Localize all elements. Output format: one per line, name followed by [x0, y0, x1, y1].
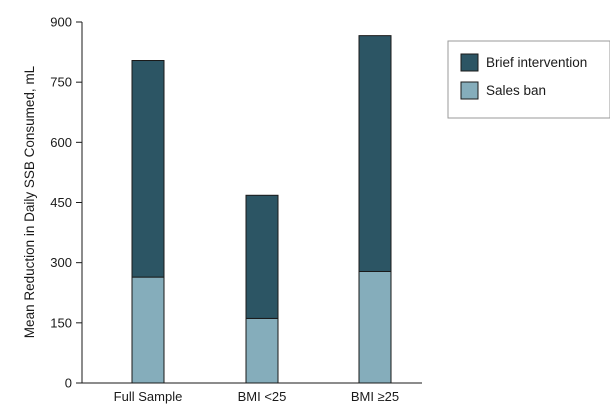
bar-brief-intervention: [131, 60, 165, 278]
y-axis: 0 150 300 450 600 750 900: [50, 15, 83, 391]
legend-label: Sales ban: [486, 83, 546, 98]
y-tick-label: 600: [50, 135, 72, 150]
x-tick-label: BMI ≥25: [351, 389, 399, 404]
y-tick-label: 900: [50, 15, 72, 30]
legend-frame: [447, 40, 610, 119]
x-axis: Full Sample BMI <25 BMI ≥25: [82, 382, 422, 404]
x-tick-label: BMI <25: [238, 389, 287, 404]
y-tick-label: 0: [65, 376, 72, 391]
bar-brief-intervention: [245, 194, 279, 319]
bar-brief-intervention: [358, 35, 392, 272]
legend-swatch: [460, 81, 479, 100]
legend: Brief intervention Sales ban: [447, 40, 610, 119]
y-axis-title: Mean Reduction in Daily SSB Consumed, mL: [22, 65, 37, 338]
y-tick-label: 150: [50, 315, 72, 330]
legend-label: Brief intervention: [486, 55, 587, 70]
bar-sales-ban: [245, 317, 279, 384]
y-tick-label: 450: [50, 195, 72, 210]
bar-sales-ban: [358, 270, 392, 384]
y-tick-label: 300: [50, 255, 72, 270]
legend-swatch: [460, 53, 479, 72]
plot-area: [131, 35, 392, 384]
bar-sales-ban: [131, 276, 165, 384]
y-tick-label: 750: [50, 75, 72, 90]
x-tick-label: Full Sample: [114, 389, 183, 404]
